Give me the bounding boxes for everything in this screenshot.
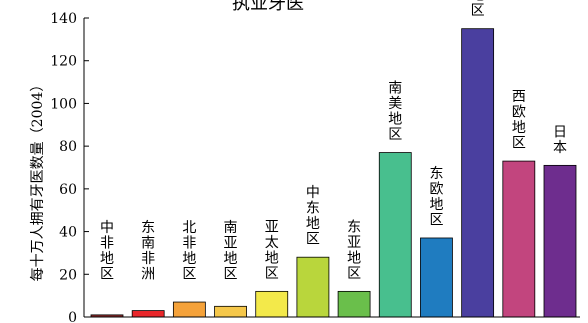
category-label: 中东地区	[306, 185, 320, 248]
category-label: 西欧地区	[512, 89, 526, 151]
bar-3	[172, 301, 206, 318]
category-label: 北非地区	[182, 220, 196, 283]
bar-6	[296, 256, 330, 318]
category-label: 东南非洲	[141, 220, 155, 283]
category-label: 北美地区	[471, 0, 485, 19]
y-tick-label: 140	[50, 11, 77, 27]
bar-11	[502, 160, 536, 318]
y-tick-label: 0	[68, 310, 77, 323]
y-tick-label: 60	[59, 182, 77, 198]
bar-7	[337, 290, 371, 318]
bar-8	[378, 152, 412, 318]
category-label: 日本	[553, 124, 567, 156]
y-tick-label: 100	[50, 96, 77, 112]
bar-12	[543, 164, 577, 318]
y-tick-label: 80	[59, 139, 77, 155]
bars-layer	[90, 28, 577, 318]
y-axis-label: 每十万人拥有牙医数量（2004）	[30, 78, 46, 282]
bar-5	[255, 290, 289, 318]
category-label: 南亚地区	[224, 220, 238, 283]
bar-10	[461, 28, 495, 318]
category-label: 东欧地区	[429, 166, 443, 229]
bar-4	[214, 305, 247, 318]
category-label: 中非地区	[100, 220, 114, 283]
bar-2	[131, 310, 165, 318]
bar-9	[420, 237, 453, 318]
category-label: 南美地区	[388, 81, 402, 144]
axis-layer: 0 20 40 60 80 100 120 140	[50, 11, 580, 323]
chart-title: 执业牙医	[232, 0, 304, 14]
y-tick-label: 20	[59, 267, 77, 283]
category-label: 亚太地区	[265, 219, 279, 282]
category-label: 东亚地区	[347, 219, 361, 282]
y-tick-label: 120	[50, 54, 77, 70]
y-tick-label: 40	[59, 225, 77, 241]
